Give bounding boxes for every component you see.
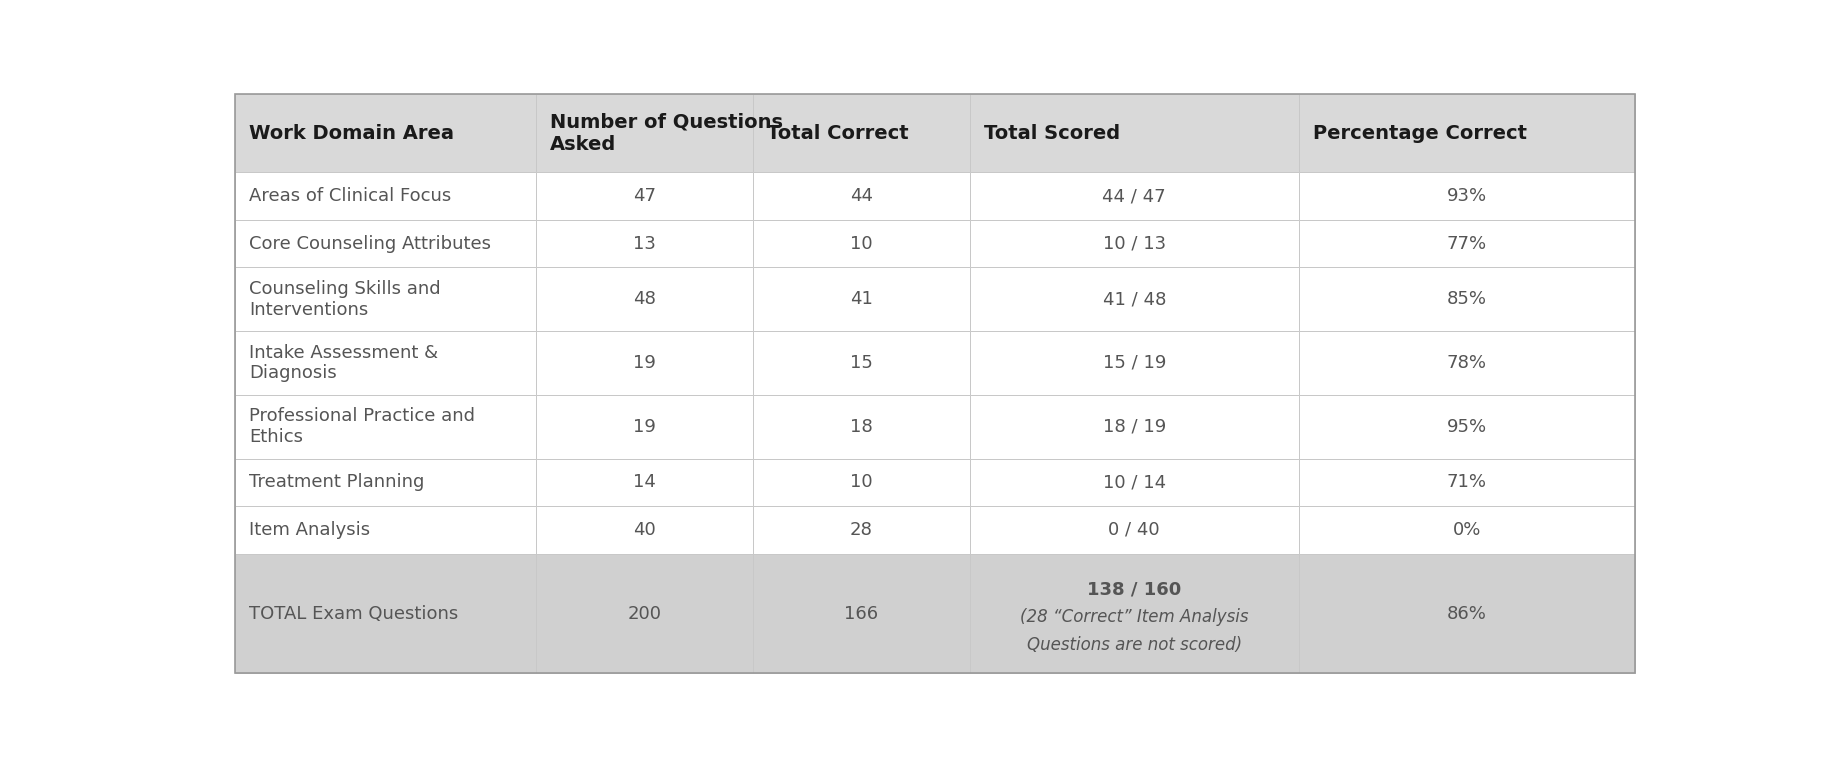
- Text: Counseling Skills and
Interventions: Counseling Skills and Interventions: [250, 280, 441, 318]
- Text: Professional Practice and
Ethics: Professional Practice and Ethics: [250, 407, 476, 446]
- Bar: [536, 268, 753, 331]
- Bar: [235, 331, 536, 394]
- Bar: [970, 506, 1298, 553]
- Bar: [536, 220, 753, 268]
- Bar: [753, 268, 970, 331]
- Text: 14: 14: [633, 473, 656, 491]
- Bar: [536, 553, 753, 673]
- Text: 44: 44: [850, 187, 873, 205]
- Bar: [536, 331, 753, 394]
- Text: 47: 47: [633, 187, 656, 205]
- Text: (28 “Correct” Item Analysis: (28 “Correct” Item Analysis: [1019, 609, 1247, 626]
- Bar: [753, 220, 970, 268]
- Bar: [235, 553, 536, 673]
- Text: 15: 15: [850, 354, 871, 372]
- Bar: [970, 331, 1298, 394]
- Text: 95%: 95%: [1446, 418, 1486, 435]
- Text: Treatment Planning: Treatment Planning: [250, 473, 425, 491]
- Text: Areas of Clinical Focus: Areas of Clinical Focus: [250, 187, 452, 205]
- Text: 10: 10: [850, 235, 871, 252]
- Text: 44 / 47: 44 / 47: [1101, 187, 1165, 205]
- Bar: [235, 220, 536, 268]
- Bar: [235, 268, 536, 331]
- Text: Percentage Correct: Percentage Correct: [1313, 124, 1526, 143]
- Text: 18 / 19: 18 / 19: [1101, 418, 1165, 435]
- Bar: [536, 458, 753, 506]
- Bar: [970, 220, 1298, 268]
- Bar: [235, 506, 536, 553]
- Text: Number of Questions
Asked: Number of Questions Asked: [551, 112, 782, 154]
- Bar: [235, 173, 536, 220]
- Bar: [235, 458, 536, 506]
- Bar: [970, 173, 1298, 220]
- Text: 40: 40: [633, 521, 656, 539]
- Bar: [1298, 331, 1633, 394]
- Text: 19: 19: [633, 354, 656, 372]
- Text: 77%: 77%: [1446, 235, 1486, 252]
- Text: 28: 28: [850, 521, 871, 539]
- Text: 10: 10: [850, 473, 871, 491]
- Bar: [1298, 458, 1633, 506]
- Text: 10 / 14: 10 / 14: [1103, 473, 1165, 491]
- Text: 0%: 0%: [1451, 521, 1480, 539]
- Text: Item Analysis: Item Analysis: [250, 521, 370, 539]
- Text: 0 / 40: 0 / 40: [1108, 521, 1159, 539]
- Text: 138 / 160: 138 / 160: [1087, 581, 1181, 599]
- Bar: [1298, 173, 1633, 220]
- Text: 18: 18: [850, 418, 871, 435]
- Bar: [1298, 220, 1633, 268]
- Bar: [970, 94, 1298, 173]
- Text: 78%: 78%: [1446, 354, 1486, 372]
- Bar: [536, 506, 753, 553]
- Bar: [1298, 394, 1633, 458]
- Text: 41 / 48: 41 / 48: [1101, 290, 1165, 309]
- Bar: [970, 458, 1298, 506]
- Text: 85%: 85%: [1446, 290, 1486, 309]
- Bar: [536, 94, 753, 173]
- Text: Questions are not scored): Questions are not scored): [1026, 636, 1241, 654]
- Bar: [1298, 94, 1633, 173]
- Bar: [1298, 506, 1633, 553]
- Bar: [1298, 553, 1633, 673]
- Text: 48: 48: [633, 290, 656, 309]
- Bar: [235, 394, 536, 458]
- Bar: [970, 553, 1298, 673]
- Text: Intake Assessment &
Diagnosis: Intake Assessment & Diagnosis: [250, 344, 438, 382]
- Text: 15 / 19: 15 / 19: [1101, 354, 1165, 372]
- Text: Core Counseling Attributes: Core Counseling Attributes: [250, 235, 490, 252]
- Text: Total Correct: Total Correct: [767, 124, 908, 143]
- Bar: [970, 268, 1298, 331]
- Bar: [536, 394, 753, 458]
- Bar: [1298, 268, 1633, 331]
- Text: Total Scored: Total Scored: [983, 124, 1119, 143]
- Bar: [753, 94, 970, 173]
- Text: 200: 200: [627, 604, 662, 622]
- Text: 93%: 93%: [1446, 187, 1486, 205]
- Bar: [753, 506, 970, 553]
- Bar: [970, 394, 1298, 458]
- Text: 166: 166: [844, 604, 879, 622]
- Bar: [753, 331, 970, 394]
- Text: 86%: 86%: [1446, 604, 1486, 622]
- Bar: [753, 173, 970, 220]
- Text: 41: 41: [850, 290, 871, 309]
- Bar: [753, 458, 970, 506]
- Text: 71%: 71%: [1446, 473, 1486, 491]
- Text: Work Domain Area: Work Domain Area: [250, 124, 454, 143]
- Text: 13: 13: [633, 235, 656, 252]
- Text: 10 / 13: 10 / 13: [1103, 235, 1165, 252]
- Bar: [753, 553, 970, 673]
- Bar: [753, 394, 970, 458]
- Text: 19: 19: [633, 418, 656, 435]
- Bar: [235, 94, 536, 173]
- Bar: [536, 173, 753, 220]
- Text: TOTAL Exam Questions: TOTAL Exam Questions: [250, 604, 458, 622]
